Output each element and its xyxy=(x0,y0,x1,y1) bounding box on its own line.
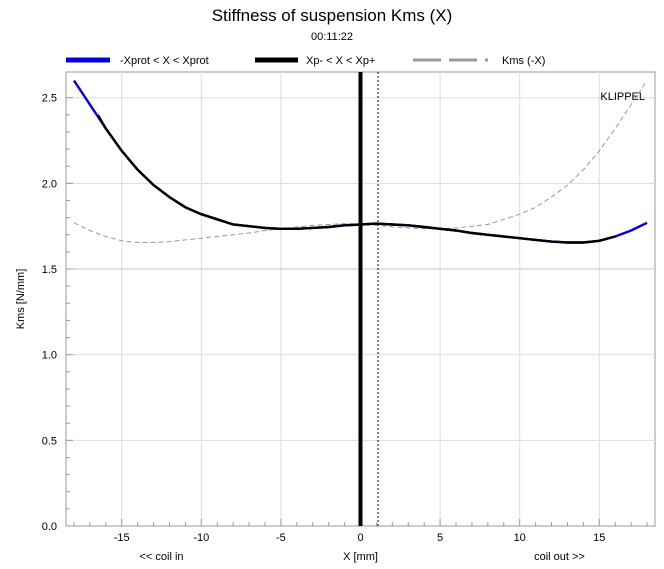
chart-timestamp: 00:11:22 xyxy=(310,31,353,43)
y-tick-label: 0.0 xyxy=(42,521,57,533)
x-annotation-coil-in: << coil in xyxy=(139,551,183,563)
x-tick-label: -5 xyxy=(276,532,286,544)
y-tick-label: 2.5 xyxy=(42,93,57,105)
legend-label: -Xprot < X < Xprot xyxy=(120,55,209,67)
y-tick-label: 1.0 xyxy=(42,350,57,362)
x-axis-title: X [mm] xyxy=(343,551,378,563)
x-tick-label: 0 xyxy=(357,532,363,544)
y-axis-title: Kms [N/mm] xyxy=(15,269,27,330)
y-tick-label: 1.5 xyxy=(42,264,57,276)
x-tick-label: 5 xyxy=(437,532,443,544)
x-tick-label: 15 xyxy=(593,532,605,544)
x-annotation-coil-out: coil out >> xyxy=(534,551,585,563)
legend-label: Kms (-X) xyxy=(502,55,545,67)
series-line-xp xyxy=(96,114,616,244)
x-tick-label: -10 xyxy=(193,532,209,544)
chart-title: Stiffness of suspension Kms (X) xyxy=(211,6,453,25)
x-tick-label: -15 xyxy=(114,532,130,544)
legend-label: Xp- < X < Xp+ xyxy=(306,55,375,67)
watermark-klippel: KLIPPEL xyxy=(600,91,645,103)
x-tick-label: 10 xyxy=(514,532,526,544)
y-tick-label: 2.0 xyxy=(42,178,57,190)
y-tick-label: 0.5 xyxy=(42,435,57,447)
